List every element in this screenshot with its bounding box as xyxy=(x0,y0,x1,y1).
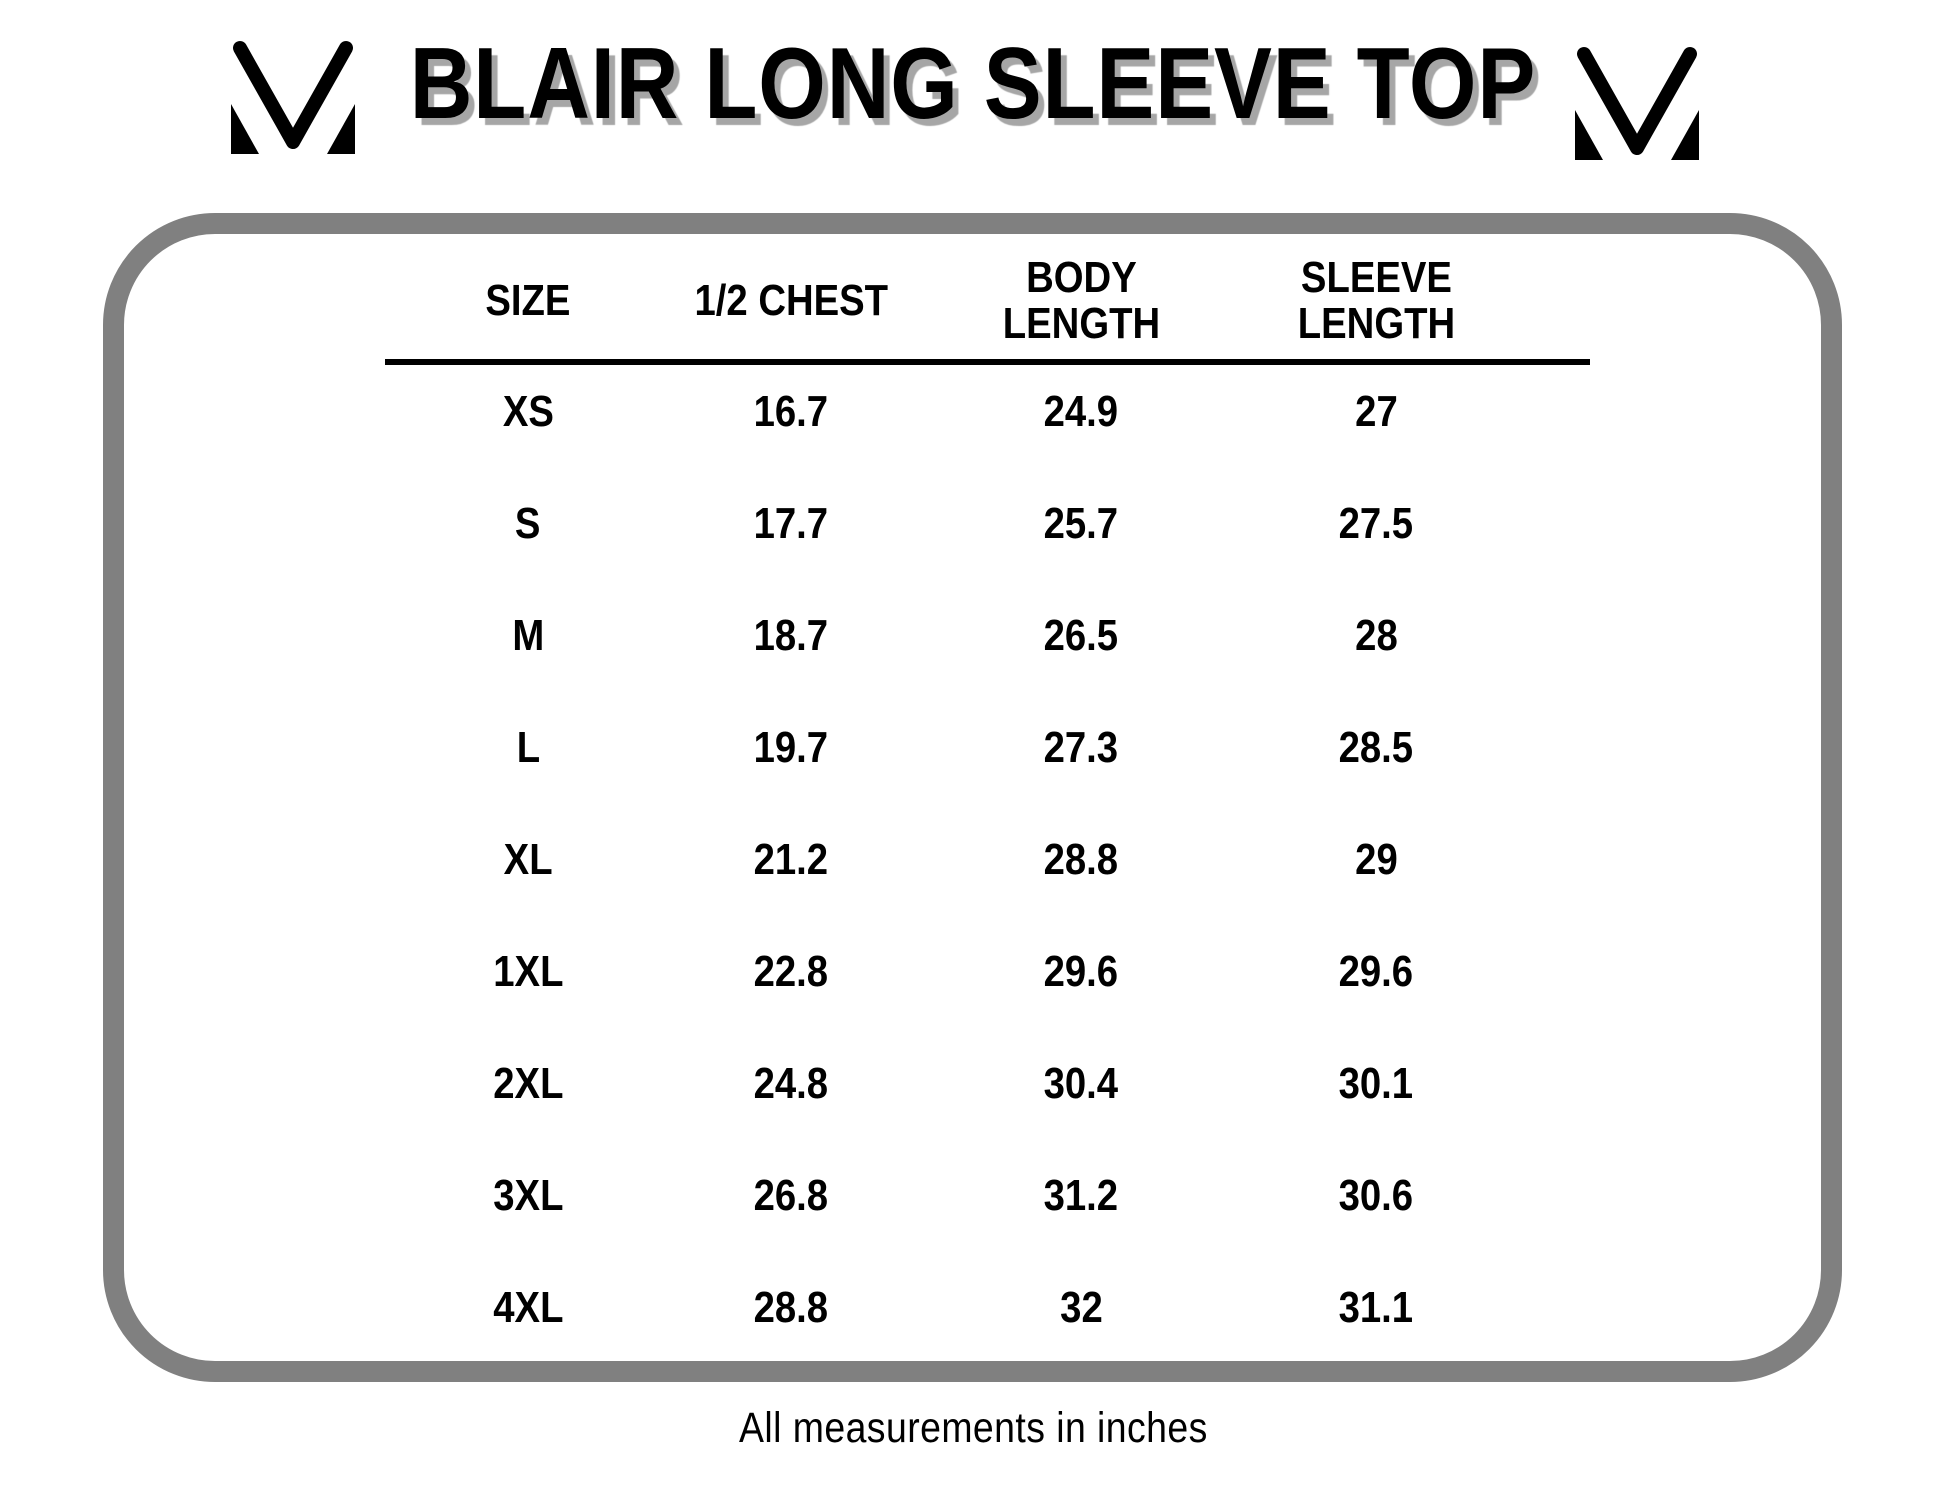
size-cell: XS xyxy=(502,387,554,436)
size-cell: L xyxy=(516,723,540,772)
footer-note: All measurements in inches xyxy=(0,1404,1946,1453)
measurement-cell: 28.8 xyxy=(753,1283,829,1332)
measurement-cell: 29.6 xyxy=(1338,947,1414,996)
footer-note-text: All measurements in inches xyxy=(738,1404,1208,1452)
size-cell: 2XL xyxy=(492,1059,564,1108)
header-cell: 1/2 CHEST xyxy=(694,276,888,325)
table-header-row: SIZE 1/2 CHEST BODY LENGTH SLEEVE LENGTH xyxy=(385,246,1590,356)
measurement-cell: 25.7 xyxy=(1043,499,1119,548)
measurement-cell: 28 xyxy=(1354,611,1398,660)
measurement-cell: 27 xyxy=(1354,387,1398,436)
size-cell: 3XL xyxy=(492,1171,564,1220)
measurement-cell: 24.9 xyxy=(1043,387,1119,436)
measurement-cell: 27.5 xyxy=(1338,499,1414,548)
measurement-cell: 28.5 xyxy=(1338,723,1414,772)
measurement-cell: 22.8 xyxy=(753,947,829,996)
size-chart-panel xyxy=(103,213,1842,1382)
header-cell: SLEEVE LENGTH xyxy=(1297,253,1455,348)
mv-monogram-icon xyxy=(231,38,355,154)
header-cell: SIZE xyxy=(485,276,571,325)
size-cell: XL xyxy=(503,835,553,884)
measurement-cell: 31.1 xyxy=(1338,1283,1414,1332)
measurement-cell: 16.7 xyxy=(753,387,829,436)
measurement-cell: 19.7 xyxy=(753,723,829,772)
page-title: BLAIR LONG SLEEVE TOP xyxy=(0,28,1946,140)
page-title-text: BLAIR LONG SLEEVE TOP xyxy=(409,28,1537,140)
measurement-cell: 30.6 xyxy=(1338,1171,1414,1220)
size-cell: S xyxy=(515,499,541,548)
measurement-cell: 24.8 xyxy=(753,1059,829,1108)
size-cell: 1XL xyxy=(492,947,564,996)
header-divider xyxy=(385,359,1590,365)
measurement-cell: 18.7 xyxy=(753,611,829,660)
measurement-cell: 30.4 xyxy=(1043,1059,1119,1108)
measurement-cell: 28.8 xyxy=(1043,835,1119,884)
size-cell: M xyxy=(512,611,544,660)
measurement-cell: 30.1 xyxy=(1338,1059,1414,1108)
measurement-cell: 26.8 xyxy=(753,1171,829,1220)
header-cell: BODY LENGTH xyxy=(1002,253,1160,348)
measurement-cell: 31.2 xyxy=(1043,1171,1119,1220)
measurement-cell: 26.5 xyxy=(1043,611,1119,660)
size-cell: 4XL xyxy=(492,1283,564,1332)
mv-monogram-icon xyxy=(1575,44,1699,160)
size-table-body: XS 16.7 24.9 27 S 17.7 25.7 27.5 M 18.7 26.5 28 L 19.… xyxy=(385,356,1590,1364)
measurement-cell: 29.6 xyxy=(1043,947,1119,996)
measurement-cell: 21.2 xyxy=(753,835,829,884)
measurement-cell: 29 xyxy=(1354,835,1398,884)
measurement-cell: 27.3 xyxy=(1043,723,1119,772)
measurement-cell: 32 xyxy=(1059,1283,1103,1332)
measurement-cell: 17.7 xyxy=(753,499,829,548)
